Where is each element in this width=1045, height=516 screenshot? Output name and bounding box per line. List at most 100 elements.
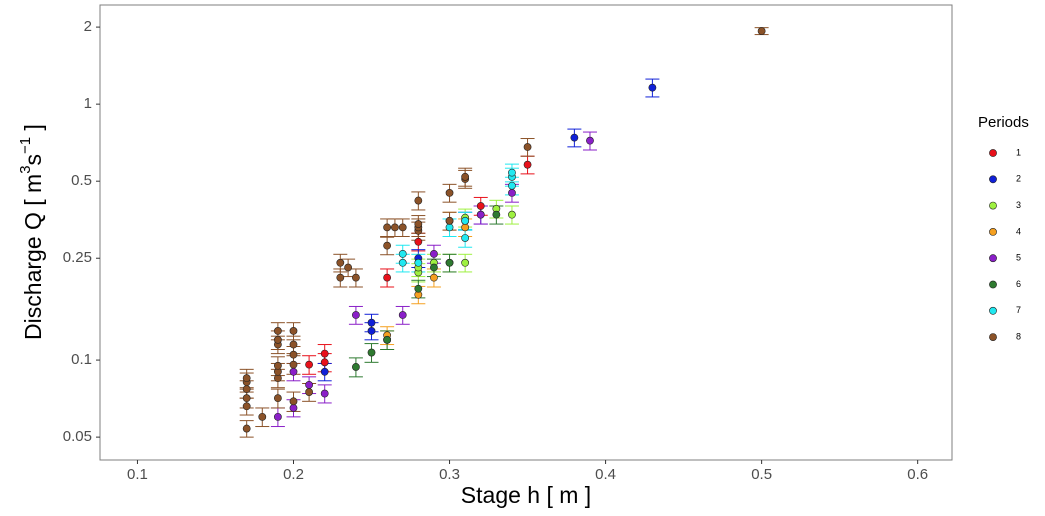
point <box>398 258 407 267</box>
legend-marker <box>989 333 997 341</box>
point <box>461 223 470 232</box>
point <box>273 327 282 335</box>
y-axis-label: Discharge Q [ m3s−1 ] <box>17 124 46 340</box>
point <box>492 210 501 219</box>
point <box>320 367 329 376</box>
point <box>289 327 298 335</box>
legend-marker <box>989 306 997 315</box>
y-axis-label-part: s <box>20 154 46 166</box>
point <box>430 249 438 258</box>
point <box>461 234 470 242</box>
y-axis-label-part: 3 <box>17 165 34 173</box>
point <box>336 258 345 267</box>
legend-marker <box>989 175 997 184</box>
point <box>242 374 251 383</box>
point <box>289 367 298 376</box>
point <box>461 172 470 181</box>
point <box>586 136 594 145</box>
point <box>445 216 454 225</box>
point <box>305 388 313 396</box>
x-tick-label: 0.2 <box>283 466 304 483</box>
point <box>242 424 251 433</box>
legend-marker <box>989 254 997 263</box>
point <box>273 335 282 344</box>
point <box>273 394 282 403</box>
y-axis-label-part: Discharge Q [ m <box>20 174 46 340</box>
legend-label: 3 <box>1016 200 1021 210</box>
legend-title: Periods <box>978 114 1029 131</box>
point <box>383 273 392 282</box>
legend-label: 5 <box>1016 253 1021 263</box>
legend-marker <box>989 201 997 210</box>
y-tick-label: 0.05 <box>63 428 92 445</box>
point <box>648 83 657 92</box>
point <box>383 335 392 344</box>
point <box>757 27 766 35</box>
point <box>508 168 516 177</box>
point <box>320 358 329 367</box>
point <box>461 258 470 267</box>
point <box>445 189 454 197</box>
legend-label: 7 <box>1016 305 1021 315</box>
point <box>430 263 438 272</box>
point <box>336 273 345 282</box>
point <box>398 249 407 258</box>
y-axis-label-part: ] <box>20 124 46 137</box>
point <box>352 273 360 282</box>
point <box>445 258 454 267</box>
point <box>273 361 282 370</box>
point <box>445 223 454 232</box>
point <box>508 189 516 197</box>
point <box>383 241 392 250</box>
legend-marker <box>989 149 997 157</box>
point <box>367 318 376 327</box>
point <box>367 348 376 357</box>
point <box>523 143 532 151</box>
y-tick-label: 1 <box>84 95 92 112</box>
y-tick-label: 2 <box>84 18 92 35</box>
point <box>289 360 298 369</box>
point <box>273 412 282 421</box>
legend-marker <box>989 280 997 289</box>
plot-panel <box>99 4 953 461</box>
x-tick-label: 0.6 <box>907 466 928 483</box>
x-tick-label: 0.4 <box>595 466 616 483</box>
point <box>414 284 423 293</box>
point <box>414 220 423 228</box>
point <box>305 380 313 389</box>
y-axis-label-part: −1 <box>17 137 34 154</box>
point <box>508 210 516 219</box>
point <box>242 385 251 394</box>
y-tick-label: 0.1 <box>71 351 92 368</box>
legend-label: 6 <box>1016 279 1021 289</box>
legend-label: 1 <box>1016 147 1021 157</box>
point <box>398 223 407 232</box>
point <box>289 404 298 412</box>
legend-label: 4 <box>1016 226 1021 236</box>
point <box>289 340 298 349</box>
y-tick-label: 0.25 <box>63 249 92 266</box>
point <box>320 349 329 358</box>
point <box>508 181 516 190</box>
point <box>289 397 298 406</box>
point <box>320 389 329 398</box>
point <box>398 311 407 319</box>
point <box>391 223 399 232</box>
x-tick-label: 0.5 <box>751 466 772 483</box>
point <box>523 160 532 169</box>
point <box>476 202 485 210</box>
x-axis-label: Stage h [ m ] <box>461 482 591 508</box>
point <box>352 311 360 319</box>
point <box>305 360 313 369</box>
point <box>352 363 360 371</box>
point <box>242 394 251 403</box>
point <box>414 237 423 246</box>
point <box>383 223 392 232</box>
point <box>414 258 423 267</box>
legend-marker <box>989 227 997 236</box>
point <box>476 210 485 219</box>
y-tick-label: 0.5 <box>71 172 92 189</box>
point <box>242 402 251 411</box>
x-tick-label: 0.3 <box>439 466 460 483</box>
